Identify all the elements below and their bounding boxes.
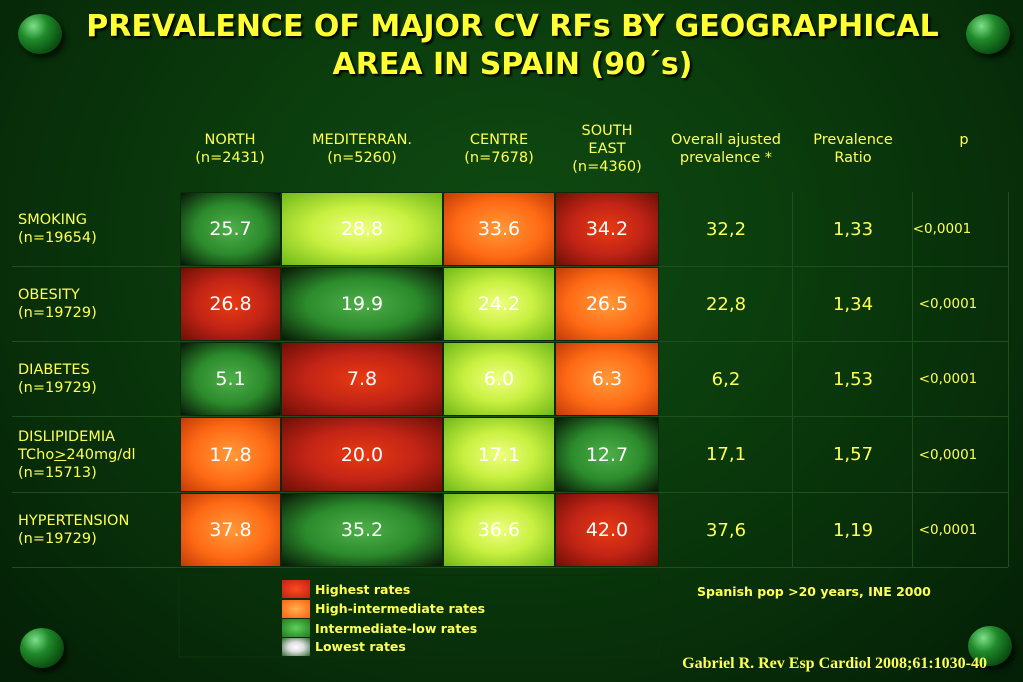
table-cell: 12.7 <box>555 417 659 492</box>
legend-box <box>178 574 660 658</box>
header-mediterran: MEDITERRAN. (n=5260) <box>311 132 413 166</box>
legend-swatch-highest <box>282 580 310 598</box>
legend-swatch-high-intermediate <box>282 600 310 618</box>
row-label-dislipidemia: DISLIPIDEMIA TCho>240mg/dl (n=15713) <box>18 429 136 481</box>
header-p: p <box>959 132 969 148</box>
table-cell: 20.0 <box>281 417 443 492</box>
ratio-value: 1,34 <box>832 293 874 315</box>
table-cell: 26.5 <box>555 267 659 341</box>
grid-line <box>12 266 1008 267</box>
header-north: NORTH (n=2431) <box>195 132 265 166</box>
header-ratio: Prevalence Ratio <box>813 132 893 166</box>
grid-line <box>792 192 793 567</box>
row-label-hypertension: HYPERTENSION (n=19729) <box>18 513 130 547</box>
decorative-orb-top-right <box>966 14 1010 54</box>
table-cell: 28.8 <box>281 192 443 266</box>
ratio-value: 1,53 <box>832 368 874 390</box>
overall-value: 37,6 <box>705 519 747 541</box>
p-value: <0,0001 <box>918 296 978 312</box>
grid-line <box>12 416 1008 417</box>
row-label-diabetes: DIABETES (n=19729) <box>18 362 97 396</box>
table-cell: 5.1 <box>180 342 281 416</box>
table-cell: 24.2 <box>443 267 555 341</box>
table-cell: 37.8 <box>180 493 281 567</box>
legend-label-high-intermediate: High-intermediate rates <box>315 601 486 616</box>
grid-line <box>12 492 1008 493</box>
ratio-value: 1,57 <box>832 444 874 465</box>
header-southeast: SOUTH EAST (n=4360) <box>572 123 642 175</box>
table-cell: 19.9 <box>281 267 443 341</box>
overall-value: 32,2 <box>705 218 747 240</box>
p-value: <0,0001 <box>912 221 972 237</box>
table-cell: 34.2 <box>555 192 659 266</box>
header-centre: CENTRE (n=7678) <box>464 132 534 166</box>
population-note: Spanish pop >20 years, INE 2000 <box>697 584 931 599</box>
decorative-orb-top-left <box>18 14 62 54</box>
legend-swatch-lowest <box>282 638 310 656</box>
grid-line <box>12 567 1008 568</box>
table-cell: 42.0 <box>555 493 659 567</box>
grid-line <box>1008 192 1009 567</box>
p-value: <0,0001 <box>918 446 978 463</box>
overall-value: 22,8 <box>705 293 747 315</box>
table-cell: 33.6 <box>443 192 555 266</box>
legend-label-lowest: Lowest rates <box>315 639 406 654</box>
ratio-value: 1,19 <box>832 519 874 541</box>
overall-value: 6,2 <box>711 368 741 390</box>
overall-value: 17,1 <box>705 444 747 465</box>
table-cell: 17.1 <box>443 417 555 492</box>
title-line-2: AREA IN SPAIN (90´s) <box>332 47 693 82</box>
legend-swatch-intermediate-low <box>282 619 310 637</box>
citation: Gabriel R. Rev Esp Cardiol 2008;61:1030-… <box>682 655 987 672</box>
row-label-smoking: SMOKING (n=19654) <box>18 212 97 246</box>
table-cell: 36.6 <box>443 493 555 567</box>
header-overall: Overall ajusted prevalence * <box>671 132 781 166</box>
table-cell: 7.8 <box>281 342 443 416</box>
table-cell: 17.8 <box>180 417 281 492</box>
title-line-1: PREVALENCE OF MAJOR CV RFs BY GEOGRAPHIC… <box>86 9 939 44</box>
p-value: <0,0001 <box>918 371 978 387</box>
decorative-orb-bottom-right <box>968 626 1012 666</box>
legend-label-intermediate-low: Intermediate-low rates <box>315 621 478 636</box>
table-cell: 6.0 <box>443 342 555 416</box>
slide-title: PREVALENCE OF MAJOR CV RFs BY GEOGRAPHIC… <box>30 8 995 84</box>
grid-line <box>12 341 1008 342</box>
decorative-orb-bottom-left <box>20 628 64 668</box>
table-cell: 26.8 <box>180 267 281 341</box>
table-cell: 6.3 <box>555 342 659 416</box>
ratio-value: 1,33 <box>832 218 874 240</box>
table-cell: 25.7 <box>180 192 281 266</box>
row-label-obesity: OBESITY (n=19729) <box>18 287 97 321</box>
legend-label-highest: Highest rates <box>315 582 411 597</box>
table-cell: 35.2 <box>281 493 443 567</box>
p-value: <0,0001 <box>918 522 978 538</box>
grid-line <box>912 192 913 567</box>
